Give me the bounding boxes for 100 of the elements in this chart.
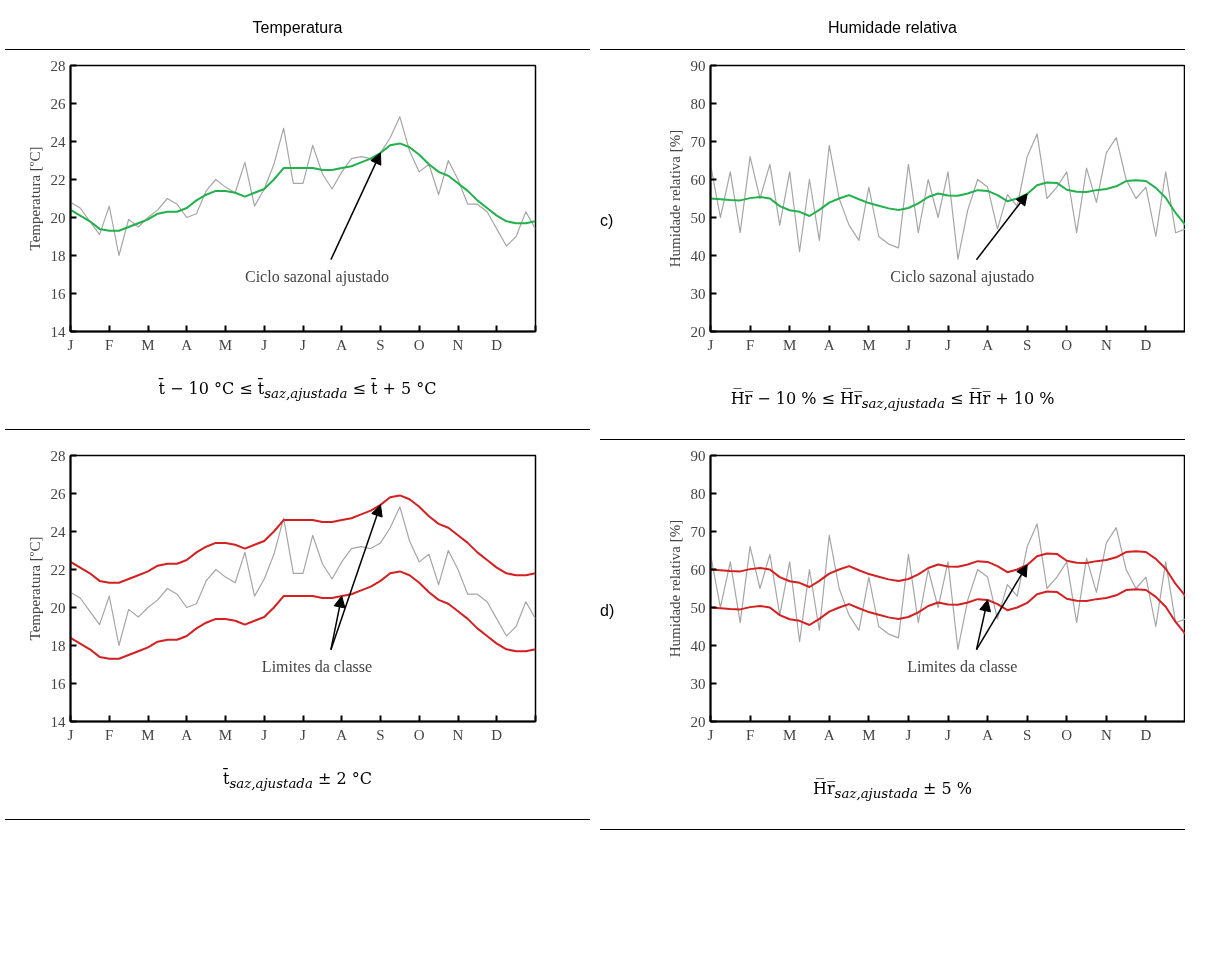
y-tick-label: 80 — [690, 95, 706, 112]
y-tick-label: 14 — [50, 713, 66, 730]
x-tick-label: J — [905, 336, 912, 353]
x-tick-label: N — [1100, 726, 1112, 743]
x-tick-label: A — [336, 726, 348, 743]
x-tick-label: A — [181, 336, 193, 353]
y-tick-label: 30 — [690, 285, 706, 302]
y-tick-label: 18 — [50, 247, 66, 264]
y-tick-label: 22 — [50, 561, 66, 578]
annotation: Ciclo sazonal ajustado — [890, 267, 1035, 286]
x-tick-label: N — [452, 336, 464, 353]
y-axis-title: Humidade relativa [%] — [666, 519, 683, 658]
y-axis-title: Humidade relativa [%] — [666, 129, 683, 268]
text: t̄$_{saz,ajustada}$ ± 2 °C — [223, 768, 372, 794]
y-tick-label: 90 — [690, 57, 706, 74]
y-tick-label: 70 — [690, 133, 706, 150]
x-tick-label: N — [1100, 336, 1112, 353]
y-tick-label: 16 — [50, 285, 66, 302]
y-tick-label: 20 — [690, 323, 706, 340]
line-series — [710, 179, 1185, 227]
x-tick-label: O — [413, 726, 425, 743]
text: t̄ − 10 °C ≤ t̄$_{saz,ajustada}$ ≤ t̄ + 5 °C — [158, 378, 437, 404]
y-tick-label: 50 — [690, 599, 706, 616]
y-tick-label: 14 — [50, 323, 66, 340]
y-tick-label: 50 — [690, 209, 706, 226]
line-series — [70, 570, 536, 660]
x-tick-label: M — [783, 336, 797, 353]
x-tick-label: J — [67, 726, 74, 743]
y-tick-label: 18 — [50, 637, 66, 654]
x-tick-label: J — [905, 726, 912, 743]
x-tick-label: J — [261, 336, 268, 353]
y-tick-label: 80 — [690, 485, 706, 502]
x-tick-label: F — [745, 336, 755, 353]
y-tick-label: 60 — [690, 561, 706, 578]
y-tick-label: 20 — [50, 599, 66, 616]
annotation: Ciclo sazonal ajustado — [244, 267, 389, 286]
x-tick-label: J — [67, 336, 74, 353]
x-tick-label: M — [218, 336, 233, 353]
x-tick-label: D — [491, 726, 503, 743]
y-tick-label: 24 — [50, 133, 66, 150]
x-tick-label: A — [823, 336, 835, 353]
y-tick-label: 24 — [50, 523, 66, 540]
x-tick-label: F — [105, 336, 114, 353]
x-tick-label: D — [1140, 726, 1152, 743]
annotation: Limites da classe — [907, 657, 1018, 675]
x-tick-label: F — [745, 726, 755, 743]
x-tick-label: O — [1061, 336, 1073, 353]
chart-title: Humidade relativa — [828, 18, 957, 38]
y-tick-label: 16 — [50, 675, 66, 692]
x-tick-label: N — [452, 726, 464, 743]
x-tick-label: J — [261, 726, 268, 743]
x-tick-label: M — [141, 336, 155, 353]
x-tick-label: S — [1023, 336, 1032, 353]
y-axis-title: Temperatura [ºC] — [26, 146, 43, 251]
x-tick-label: M — [862, 336, 876, 353]
chart-title: Temperatura — [252, 18, 343, 38]
y-tick-label: 70 — [690, 523, 706, 540]
y-tick-label: 20 — [50, 209, 66, 226]
x-tick-label: J — [945, 726, 952, 743]
x-tick-label: A — [982, 726, 994, 743]
annotation: Limites da classe — [261, 657, 373, 675]
y-tick-label: 60 — [690, 171, 706, 188]
x-tick-label: M — [218, 726, 233, 743]
x-tick-label: F — [105, 726, 114, 743]
y-tick-label: 30 — [690, 675, 706, 692]
x-tick-label: D — [491, 336, 503, 353]
text: H̅r̅$_{saz,ajustada}$ ± 5 % — [813, 778, 972, 804]
x-tick-label: O — [413, 336, 425, 353]
x-tick-label: D — [1140, 336, 1152, 353]
x-tick-label: M — [141, 726, 155, 743]
x-tick-label: S — [1023, 726, 1032, 743]
x-tick-label: A — [181, 726, 193, 743]
y-tick-label: 40 — [690, 247, 706, 264]
x-tick-label: J — [707, 726, 714, 743]
x-tick-label: A — [336, 336, 348, 353]
y-tick-label: 28 — [50, 57, 66, 74]
y-tick-label: 40 — [690, 637, 706, 654]
x-tick-label: J — [707, 336, 714, 353]
x-tick-label: J — [300, 726, 307, 743]
y-tick-label: 26 — [50, 485, 66, 502]
y-axis-title: Temperatura [ºC] — [26, 536, 43, 641]
line-series — [70, 142, 536, 232]
y-tick-label: 20 — [690, 713, 706, 730]
y-tick-label: 28 — [50, 447, 66, 464]
line-series — [70, 494, 536, 584]
x-tick-label: M — [783, 726, 797, 743]
x-tick-label: M — [862, 726, 876, 743]
y-tick-label: 90 — [690, 447, 706, 464]
x-tick-label: A — [823, 726, 835, 743]
text: H̅r̅ − 10 % ≤ H̅r̅$_{saz,ajustada}$ ≤ H̅r̅ + 10 % — [730, 388, 1055, 414]
x-tick-label: A — [982, 336, 994, 353]
x-tick-label: S — [376, 336, 385, 353]
line-series — [710, 133, 1185, 260]
line-series — [70, 116, 536, 257]
x-tick-label: J — [945, 336, 952, 353]
text: c) — [600, 211, 614, 231]
y-tick-label: 22 — [50, 171, 66, 188]
y-tick-label: 26 — [50, 95, 66, 112]
line-series — [70, 506, 536, 647]
x-tick-label: O — [1061, 726, 1073, 743]
